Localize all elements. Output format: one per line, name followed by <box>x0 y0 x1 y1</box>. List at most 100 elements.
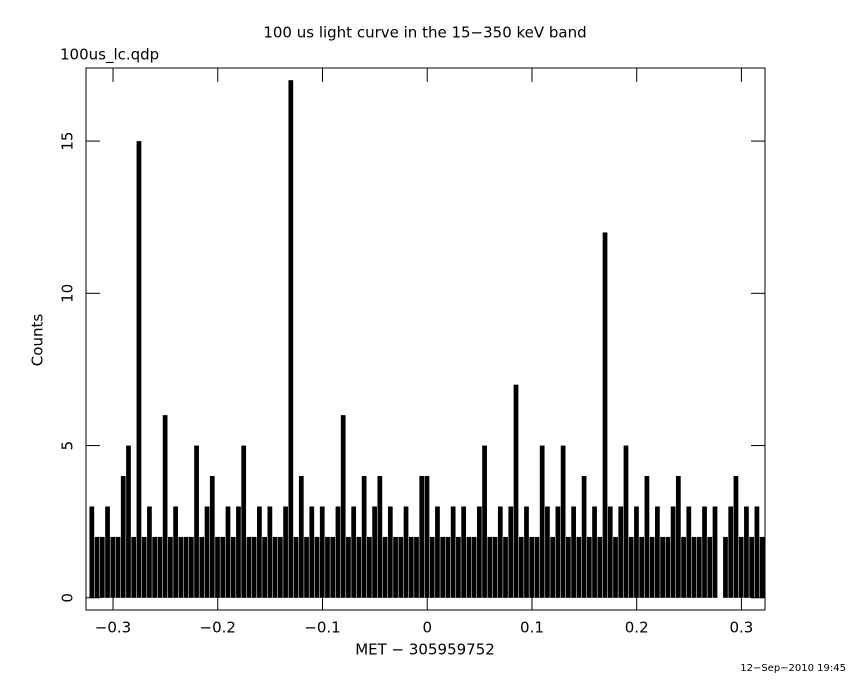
bar <box>403 506 409 598</box>
bar <box>293 536 299 598</box>
bar <box>529 536 535 598</box>
bar <box>618 506 624 598</box>
bar <box>440 536 446 598</box>
bar <box>476 506 482 598</box>
chart-title: 100 us light curve in the 15−350 keV ban… <box>263 24 586 42</box>
bar <box>267 506 273 598</box>
bar <box>639 536 645 598</box>
bar <box>534 536 540 598</box>
bar <box>188 536 194 598</box>
x-tick-label: 0 <box>422 619 432 637</box>
bar <box>220 536 226 598</box>
bar <box>665 536 671 598</box>
bar <box>754 506 760 598</box>
bar <box>99 536 105 598</box>
bar <box>566 536 571 598</box>
x-tick-label: 0.3 <box>730 619 754 637</box>
bar <box>691 536 697 598</box>
bar <box>147 506 152 598</box>
bar <box>675 476 681 598</box>
bar <box>696 536 702 598</box>
bar <box>634 506 639 598</box>
x-tick-label: 0.2 <box>625 619 649 637</box>
bar <box>393 536 398 598</box>
bar <box>419 476 425 598</box>
bar <box>414 536 419 598</box>
bar <box>738 536 744 598</box>
bar <box>628 536 634 598</box>
bar <box>503 536 508 598</box>
bar <box>215 536 220 598</box>
bar <box>277 536 283 598</box>
bar <box>539 445 545 598</box>
bar <box>550 536 556 598</box>
bar <box>367 536 372 598</box>
bar <box>204 506 210 598</box>
bar <box>105 506 110 598</box>
bar <box>173 506 178 598</box>
chart-subtitle: 100us_lc.qdp <box>60 46 159 65</box>
bar <box>471 536 477 598</box>
bar <box>518 536 524 598</box>
bar <box>602 232 608 598</box>
bar <box>581 476 587 598</box>
bar <box>120 476 126 598</box>
bar <box>429 536 435 598</box>
bar <box>325 536 330 598</box>
bar <box>126 445 131 598</box>
bar <box>545 506 550 598</box>
plot-frame <box>85 67 766 611</box>
x-tick-label: −0.3 <box>95 619 131 637</box>
y-tick-label: 0 <box>59 593 77 603</box>
bar <box>372 506 377 598</box>
bar <box>152 536 158 598</box>
bar <box>356 536 362 598</box>
bar <box>424 476 430 598</box>
bar <box>230 536 236 598</box>
bar <box>733 476 739 598</box>
bar <box>194 445 199 598</box>
y-tick-label: 10 <box>59 284 77 303</box>
bar <box>351 506 357 598</box>
bar <box>597 536 603 598</box>
bar <box>209 476 215 598</box>
bar <box>298 476 304 598</box>
bar <box>225 506 231 598</box>
x-axis-label: MET − 305959752 <box>355 641 495 659</box>
bar <box>644 476 650 598</box>
bar <box>702 506 707 598</box>
bar <box>508 506 514 598</box>
x-tick-label: −0.1 <box>304 619 340 637</box>
bar <box>450 506 456 598</box>
y-axis-label: Counts <box>29 314 47 367</box>
bar <box>136 141 142 598</box>
bar <box>241 445 247 598</box>
bar <box>236 506 241 598</box>
bar <box>288 80 294 598</box>
bar <box>487 536 493 598</box>
bar <box>466 536 472 598</box>
bar <box>576 536 582 598</box>
bar <box>141 536 147 598</box>
bar <box>445 536 451 598</box>
bar <box>257 506 262 598</box>
bar <box>387 506 393 598</box>
bar <box>246 536 252 598</box>
bar <box>251 536 257 598</box>
bar <box>398 536 404 598</box>
bar <box>330 536 336 598</box>
bar <box>492 536 498 598</box>
bar <box>340 415 346 598</box>
bar <box>178 536 184 598</box>
bar <box>592 506 597 598</box>
bar <box>168 536 173 598</box>
bar <box>94 536 100 598</box>
bar <box>382 536 388 598</box>
bar <box>555 506 561 598</box>
bar <box>497 506 503 598</box>
y-tick-label: 5 <box>59 441 77 451</box>
bar <box>435 506 440 598</box>
bar <box>513 384 519 598</box>
bar <box>304 536 309 598</box>
